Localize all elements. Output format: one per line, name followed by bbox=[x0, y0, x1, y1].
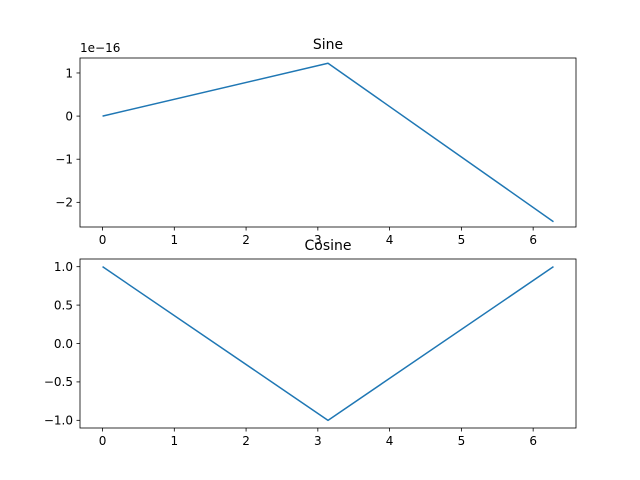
sine-x-tick-label: 2 bbox=[242, 233, 250, 247]
sine-y-tick-label: 1 bbox=[65, 66, 73, 80]
cosine-y-tick-label: −0.5 bbox=[44, 375, 73, 389]
cosine-x-tick-label: 3 bbox=[314, 434, 322, 448]
cosine-x-tick-label: 4 bbox=[386, 434, 394, 448]
cosine-y-tick-label: −1.0 bbox=[44, 414, 73, 428]
cosine-y-ticks: 1.0 0.5 0.0 −0.5 −1.0 bbox=[44, 260, 80, 428]
cosine-x-tick-label: 0 bbox=[99, 434, 107, 448]
cosine-x-ticks: 0 1 2 3 4 5 6 bbox=[99, 428, 537, 448]
cosine-x-tick-label: 2 bbox=[242, 434, 250, 448]
cosine-title: Cosine bbox=[304, 238, 351, 254]
sine-x-tick-label: 1 bbox=[170, 233, 178, 247]
sine-subplot: Sine 1e−16 0 1 2 3 4 5 6 1 0 −1 −2 bbox=[55, 37, 577, 247]
sine-x-tick-label: 6 bbox=[529, 233, 537, 247]
sine-x-tick-label: 4 bbox=[386, 233, 394, 247]
cosine-x-tick-label: 6 bbox=[529, 434, 537, 448]
cosine-x-tick-label: 1 bbox=[170, 434, 178, 448]
sine-y-tick-label: −1 bbox=[55, 153, 73, 167]
sine-x-ticks: 0 1 2 3 4 5 6 bbox=[99, 227, 537, 247]
sine-y-ticks: 1 0 −1 −2 bbox=[55, 66, 80, 210]
sine-x-tick-label: 0 bbox=[99, 233, 107, 247]
cosine-y-tick-label: 0.5 bbox=[54, 298, 73, 312]
sine-y-offset-text: 1e−16 bbox=[80, 41, 120, 55]
cosine-series-line bbox=[102, 266, 554, 422]
cosine-y-tick-label: 1.0 bbox=[54, 260, 73, 274]
sine-x-tick-label: 5 bbox=[458, 233, 466, 247]
sine-series-line bbox=[102, 62, 554, 223]
sine-plot-frame bbox=[79, 57, 577, 228]
sine-title: Sine bbox=[313, 37, 343, 53]
sine-x-tick-label: 3 bbox=[314, 233, 322, 247]
sine-y-tick-label: −2 bbox=[55, 196, 73, 210]
cosine-y-tick-label: 0.0 bbox=[54, 337, 73, 351]
sine-y-tick-label: 0 bbox=[65, 109, 73, 123]
cosine-x-tick-label: 5 bbox=[458, 434, 466, 448]
cosine-subplot: Cosine 0 1 2 3 4 5 6 1.0 0.5 0.0 −0.5 −1.0 bbox=[44, 238, 577, 448]
